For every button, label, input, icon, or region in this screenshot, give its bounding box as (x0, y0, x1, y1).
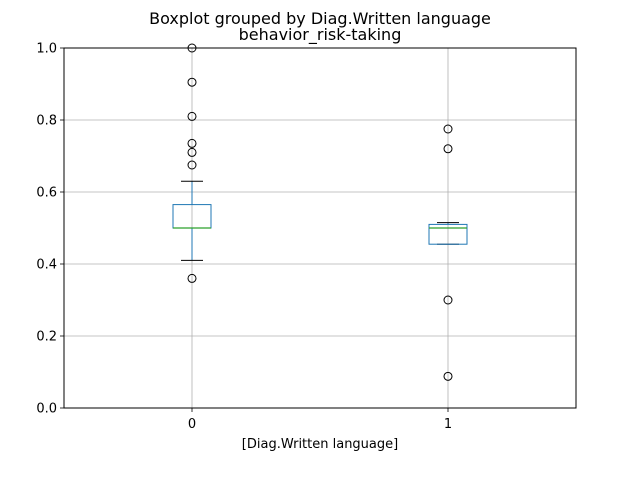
outlier-point (187, 77, 197, 87)
outlier-point (187, 111, 197, 121)
outlier-point (187, 147, 197, 157)
x-tick-label: 0 (188, 417, 196, 432)
x-axis-label: [Diag.Written language] (242, 437, 398, 452)
outlier-point (443, 295, 453, 305)
y-tick-label: 0.4 (36, 258, 57, 273)
y-tick-label: 0.0 (36, 402, 57, 417)
outlier-point (187, 160, 197, 170)
y-tick-label: 0.2 (36, 330, 57, 345)
axes-frame (63, 47, 577, 409)
y-tick-label: 1.0 (36, 42, 57, 57)
x-tick-label: 1 (444, 417, 452, 432)
plot-area: 0.0 0.2 0.4 0.6 0.8 1.0 0 1 (36, 42, 577, 432)
y-tick-label: 0.8 (36, 114, 57, 129)
outlier-point (187, 273, 197, 283)
chart-title: behavior_risk-taking (239, 25, 402, 45)
outlier-point (443, 371, 453, 381)
outlier-point (187, 138, 197, 148)
outlier-point (443, 144, 453, 154)
outlier-point (443, 124, 453, 134)
figure-suptitle: Boxplot grouped by Diag.Written language (149, 9, 491, 28)
y-tick-label: 0.6 (36, 186, 57, 201)
box-iqr (428, 223, 468, 245)
